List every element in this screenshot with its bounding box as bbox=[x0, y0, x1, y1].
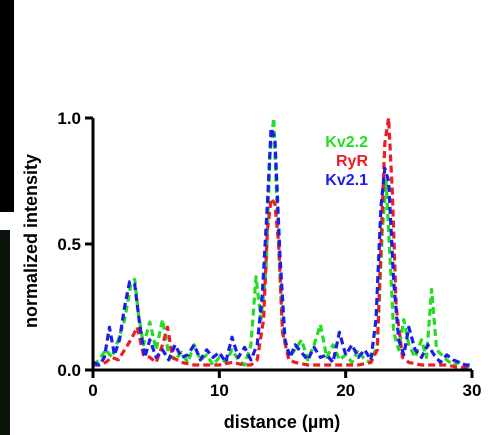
series-line-kv2-1 bbox=[92, 126, 472, 367]
legend: Kv2.2 RyR Kv2.1 bbox=[325, 134, 368, 189]
y-tick-label: 1.0 bbox=[57, 109, 81, 128]
legend-entry-kv2-1: Kv2.1 bbox=[325, 172, 368, 189]
plot-area: 0.0 0.5 1.0 0 10 20 30 bbox=[57, 109, 481, 400]
x-axis-title: distance (µm) bbox=[224, 412, 340, 432]
left-image-strip-bottom bbox=[0, 230, 10, 435]
x-tick-label: 0 bbox=[88, 381, 97, 400]
series-line-kv2-2 bbox=[91, 116, 473, 370]
y-axis-title: normalized intensity bbox=[21, 154, 41, 328]
x-tick-label: 20 bbox=[336, 381, 355, 400]
series-layer bbox=[91, 116, 473, 370]
x-tick-label: 10 bbox=[210, 381, 229, 400]
left-image-strip-top bbox=[0, 0, 14, 212]
legend-entry-kv2-2: Kv2.2 bbox=[325, 134, 368, 151]
y-tick-label: 0.5 bbox=[57, 235, 81, 254]
x-tick-label: 30 bbox=[463, 381, 482, 400]
y-tick-label: 0.0 bbox=[57, 361, 81, 380]
legend-entry-ryr: RyR bbox=[336, 153, 368, 170]
ticks-layer: 0.0 0.5 1.0 0 10 20 30 bbox=[57, 109, 481, 400]
